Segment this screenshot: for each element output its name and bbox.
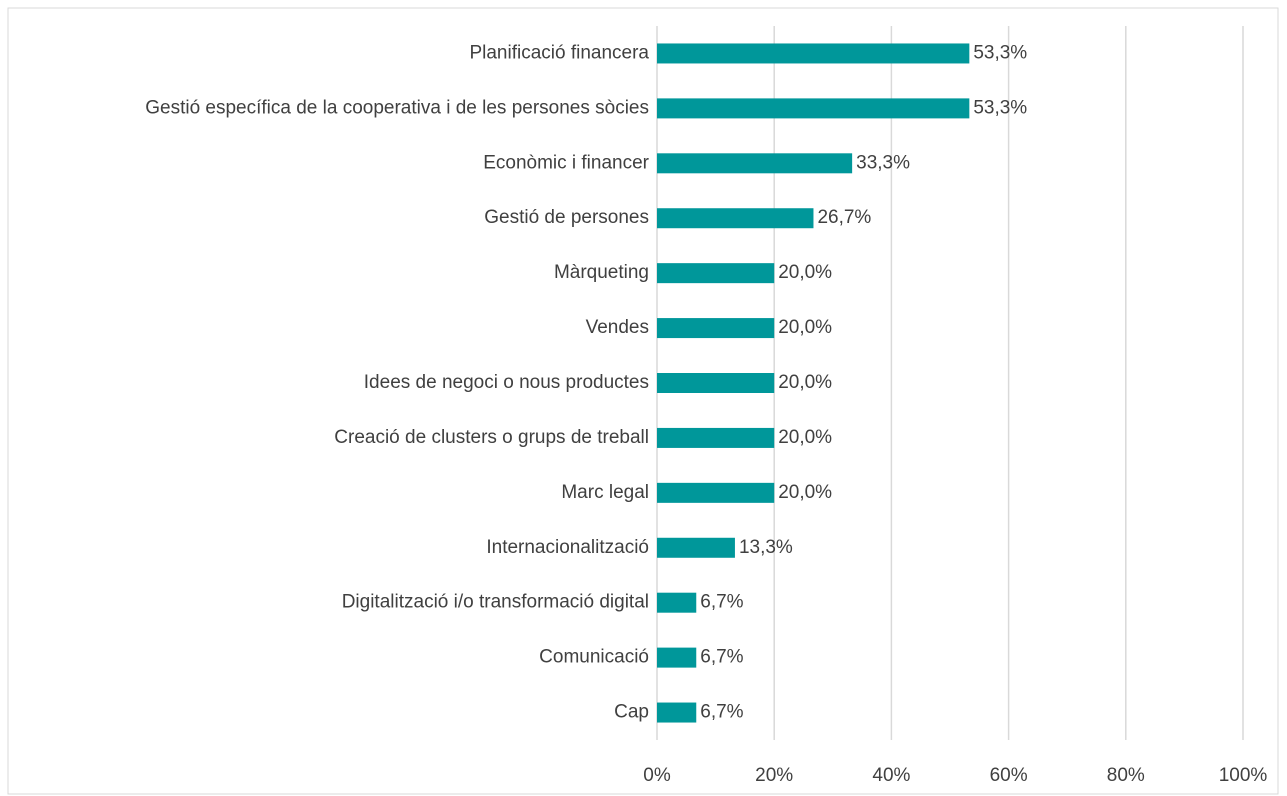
bar [657, 427, 775, 448]
bar [657, 263, 775, 284]
data-label: 53,3% [973, 42, 1027, 63]
y-tick-label: Gestió específica de la cooperativa i de… [145, 97, 649, 118]
chart-border [7, 7, 1279, 795]
data-label: 26,7% [817, 207, 871, 228]
data-label: 20,0% [778, 482, 832, 503]
data-label: 6,7% [700, 702, 743, 723]
y-tick-label: Gestió de persones [484, 207, 649, 228]
y-tick-label: Vendes [586, 317, 649, 338]
bar [657, 537, 735, 558]
x-tick-label: 80% [1107, 765, 1145, 786]
y-tick-label: Internacionalització [486, 537, 649, 558]
x-tick-label: 60% [990, 765, 1028, 786]
bar [657, 208, 814, 229]
bar [657, 373, 775, 393]
bar [657, 702, 697, 723]
data-label: 13,3% [739, 537, 793, 558]
bar [657, 153, 853, 174]
bar [657, 98, 970, 119]
x-tick-label: 0% [643, 765, 671, 786]
data-label: 20,0% [778, 317, 832, 338]
data-label: 6,7% [700, 592, 743, 613]
y-tick-label: Marc legal [561, 482, 649, 503]
bar [657, 592, 697, 613]
y-tick-label: Digitalització i/o transformació digital [342, 592, 649, 613]
x-tick-label: 20% [755, 765, 793, 786]
data-label: 6,7% [700, 647, 743, 668]
y-tick-label: Planificació financera [469, 42, 649, 63]
bar [657, 43, 970, 64]
data-label: 53,3% [973, 97, 1027, 118]
y-tick-label: Idees de negoci o nous productes [364, 372, 649, 393]
bar [657, 482, 775, 503]
data-label: 33,3% [856, 152, 910, 173]
x-tick-label: 40% [872, 765, 910, 786]
y-tick-label: Creació de clusters o grups de treball [334, 427, 649, 448]
y-tick-label: Econòmic i financer [483, 152, 649, 173]
y-tick-label: Comunicació [539, 647, 649, 668]
data-label: 20,0% [778, 262, 832, 283]
data-label: 20,0% [778, 427, 832, 448]
bar [657, 647, 697, 668]
bar [657, 318, 775, 339]
x-tick-label: 100% [1219, 765, 1268, 786]
y-tick-label: Màrqueting [554, 262, 649, 283]
y-tick-label: Cap [614, 702, 649, 723]
data-label: 20,0% [778, 372, 832, 393]
